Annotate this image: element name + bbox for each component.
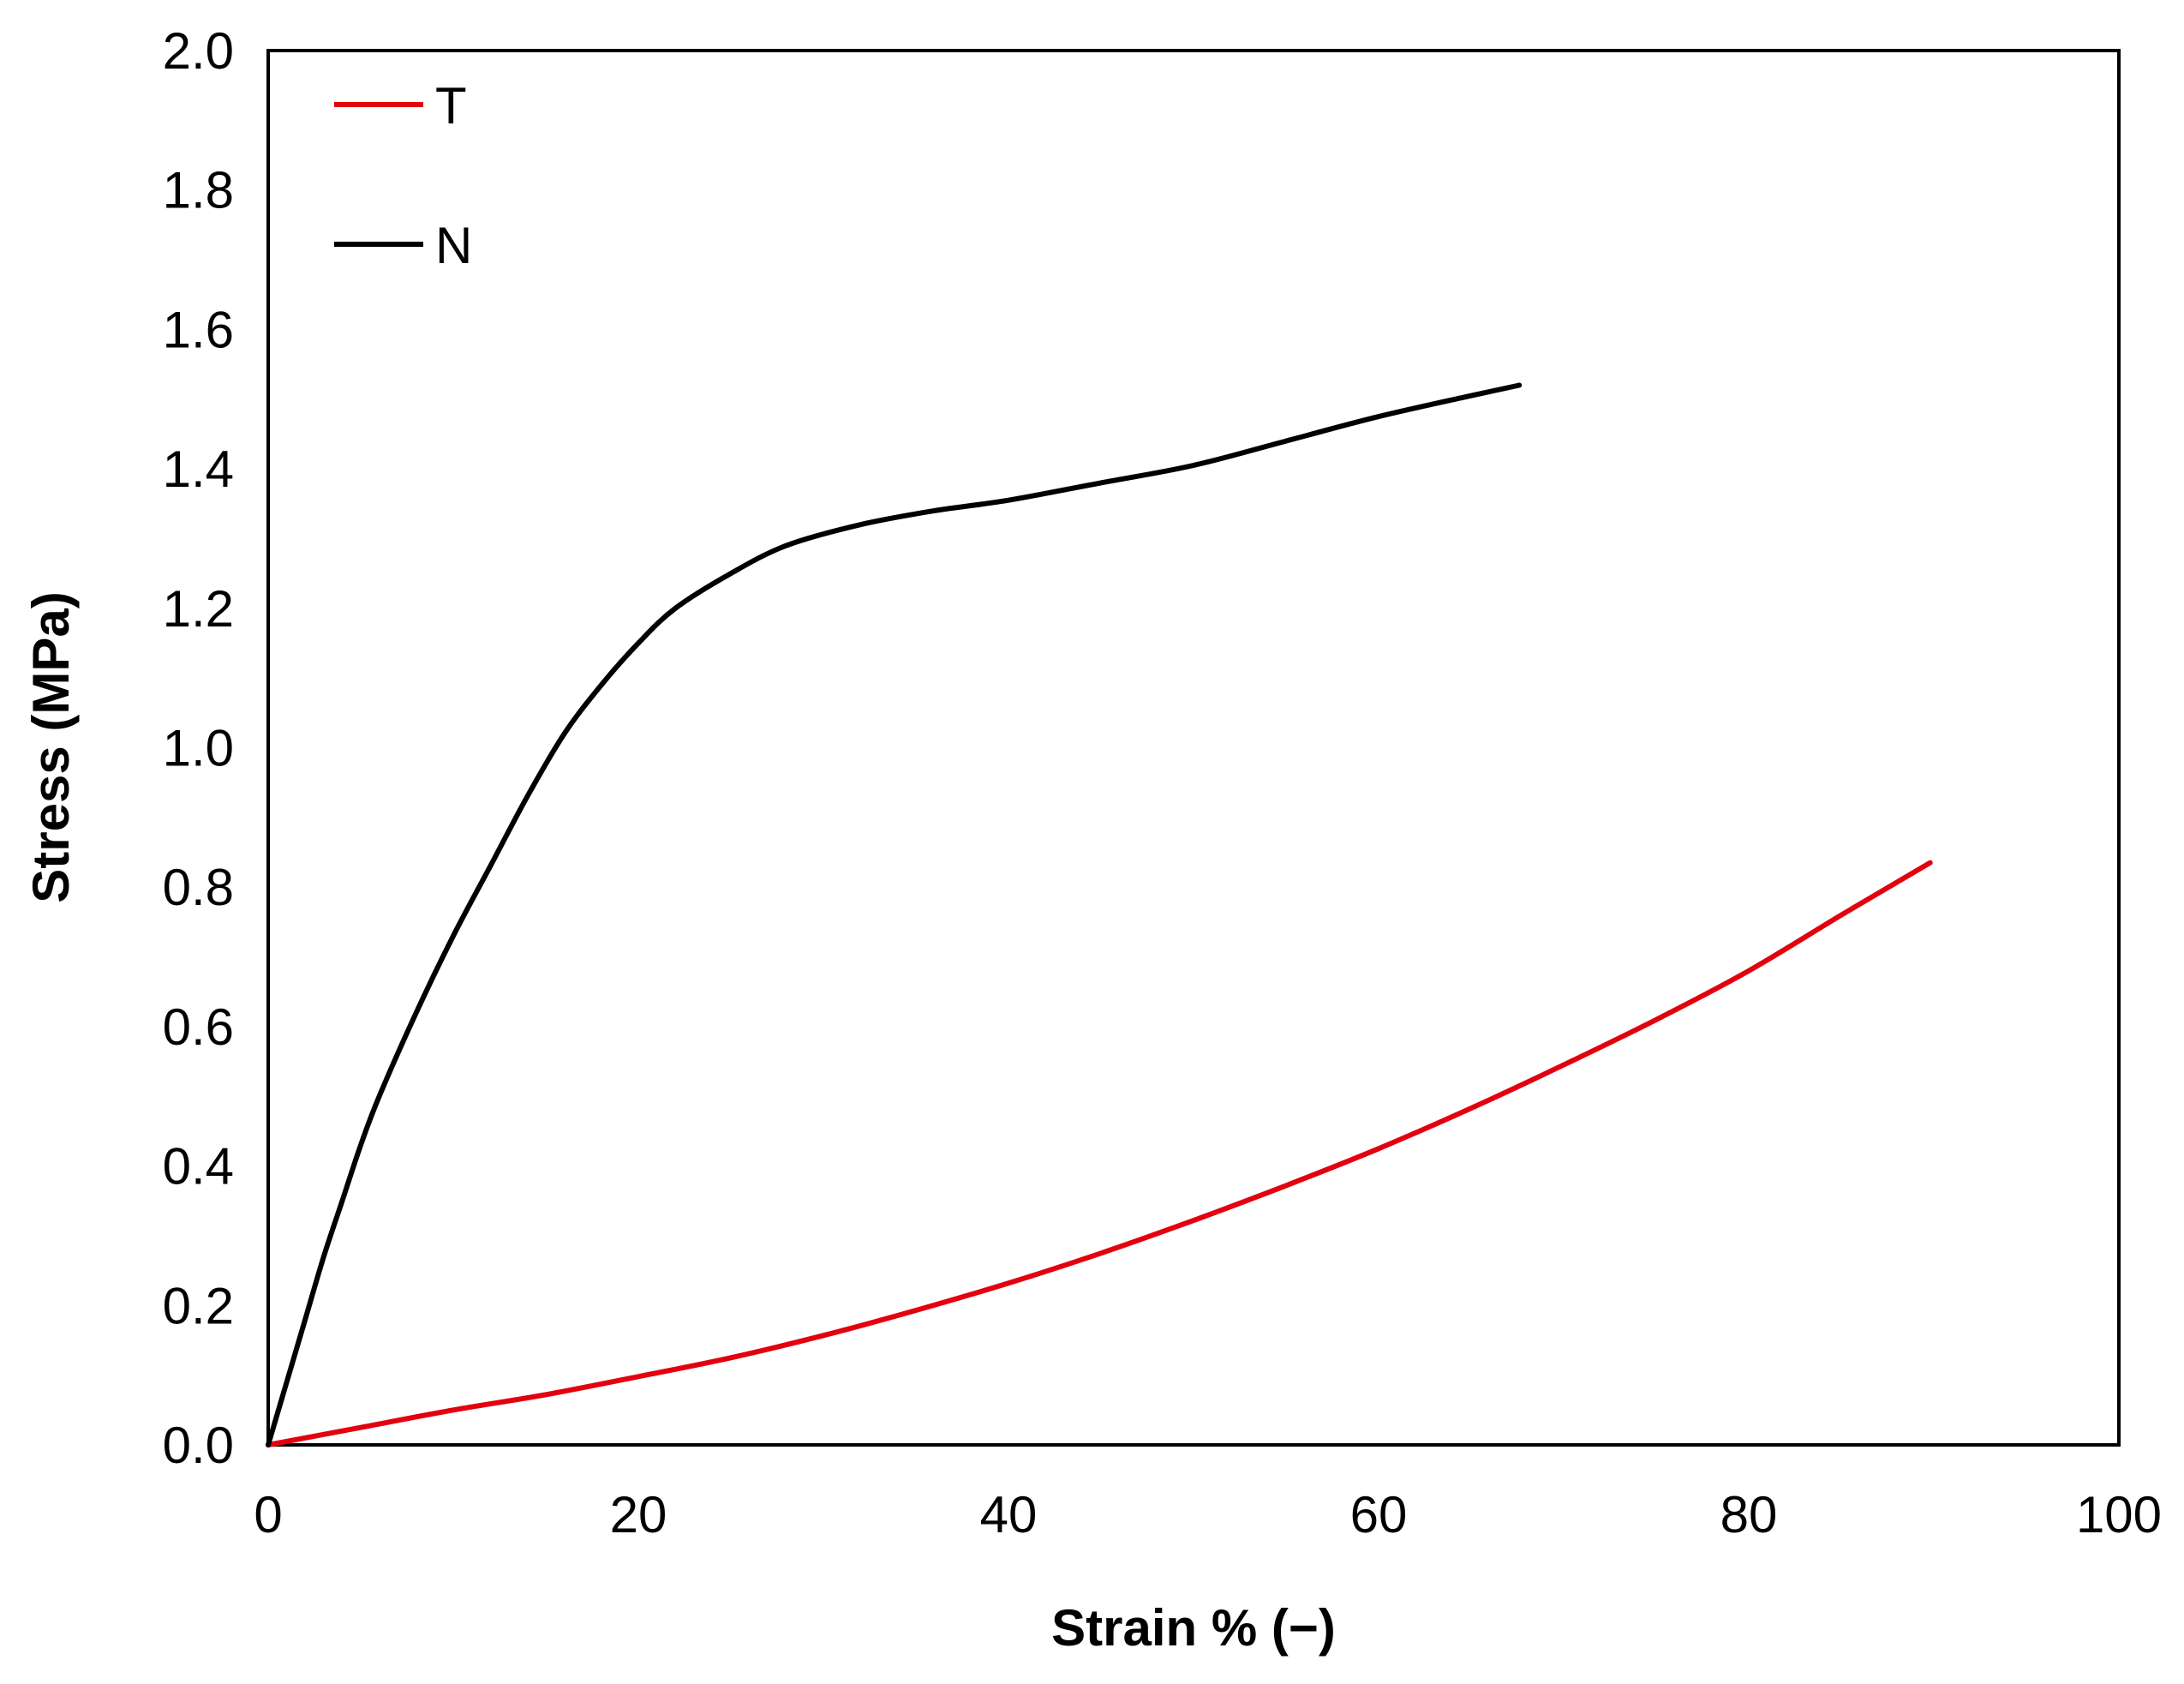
x-axis-ticks: 0 20 40 60 80 100 <box>254 1486 2162 1543</box>
y-tick-label: 1.8 <box>163 162 234 219</box>
x-tick-label: 0 <box>254 1486 282 1543</box>
y-tick-label: 0.0 <box>163 1417 234 1474</box>
x-tick-label: 80 <box>1720 1486 1778 1543</box>
legend: TN <box>334 77 472 274</box>
series-line-t <box>266 860 1933 1447</box>
x-tick-label: 40 <box>980 1486 1038 1543</box>
y-tick-label: 0.6 <box>163 998 234 1056</box>
legend-label-t: T <box>435 77 467 135</box>
y-tick-label: 1.4 <box>163 440 234 498</box>
y-axis-title: Stress (MPa) <box>22 591 80 902</box>
y-tick-label: 0.4 <box>163 1138 234 1196</box>
y-axis-ticks: 0.0 0.2 0.4 0.6 0.8 1.0 1.2 1.4 1.6 1.8 2.0 <box>163 22 234 1474</box>
series-line-n <box>266 382 1523 1447</box>
plot-frame <box>266 49 2121 1447</box>
x-tick-label: 60 <box>1350 1486 1408 1543</box>
x-axis-title: Strain % (−) <box>1051 1599 1336 1657</box>
y-tick-label: 1.2 <box>163 580 234 638</box>
series-layer <box>266 382 1933 1447</box>
y-tick-label: 0.8 <box>163 859 234 916</box>
y-tick-label: 2.0 <box>163 22 234 80</box>
y-tick-label: 1.0 <box>163 720 234 777</box>
legend-label-n: N <box>435 217 472 274</box>
x-tick-label: 20 <box>610 1486 667 1543</box>
x-tick-label: 100 <box>2076 1486 2162 1543</box>
y-tick-label: 1.6 <box>163 301 234 358</box>
y-tick-label: 0.2 <box>163 1277 234 1334</box>
